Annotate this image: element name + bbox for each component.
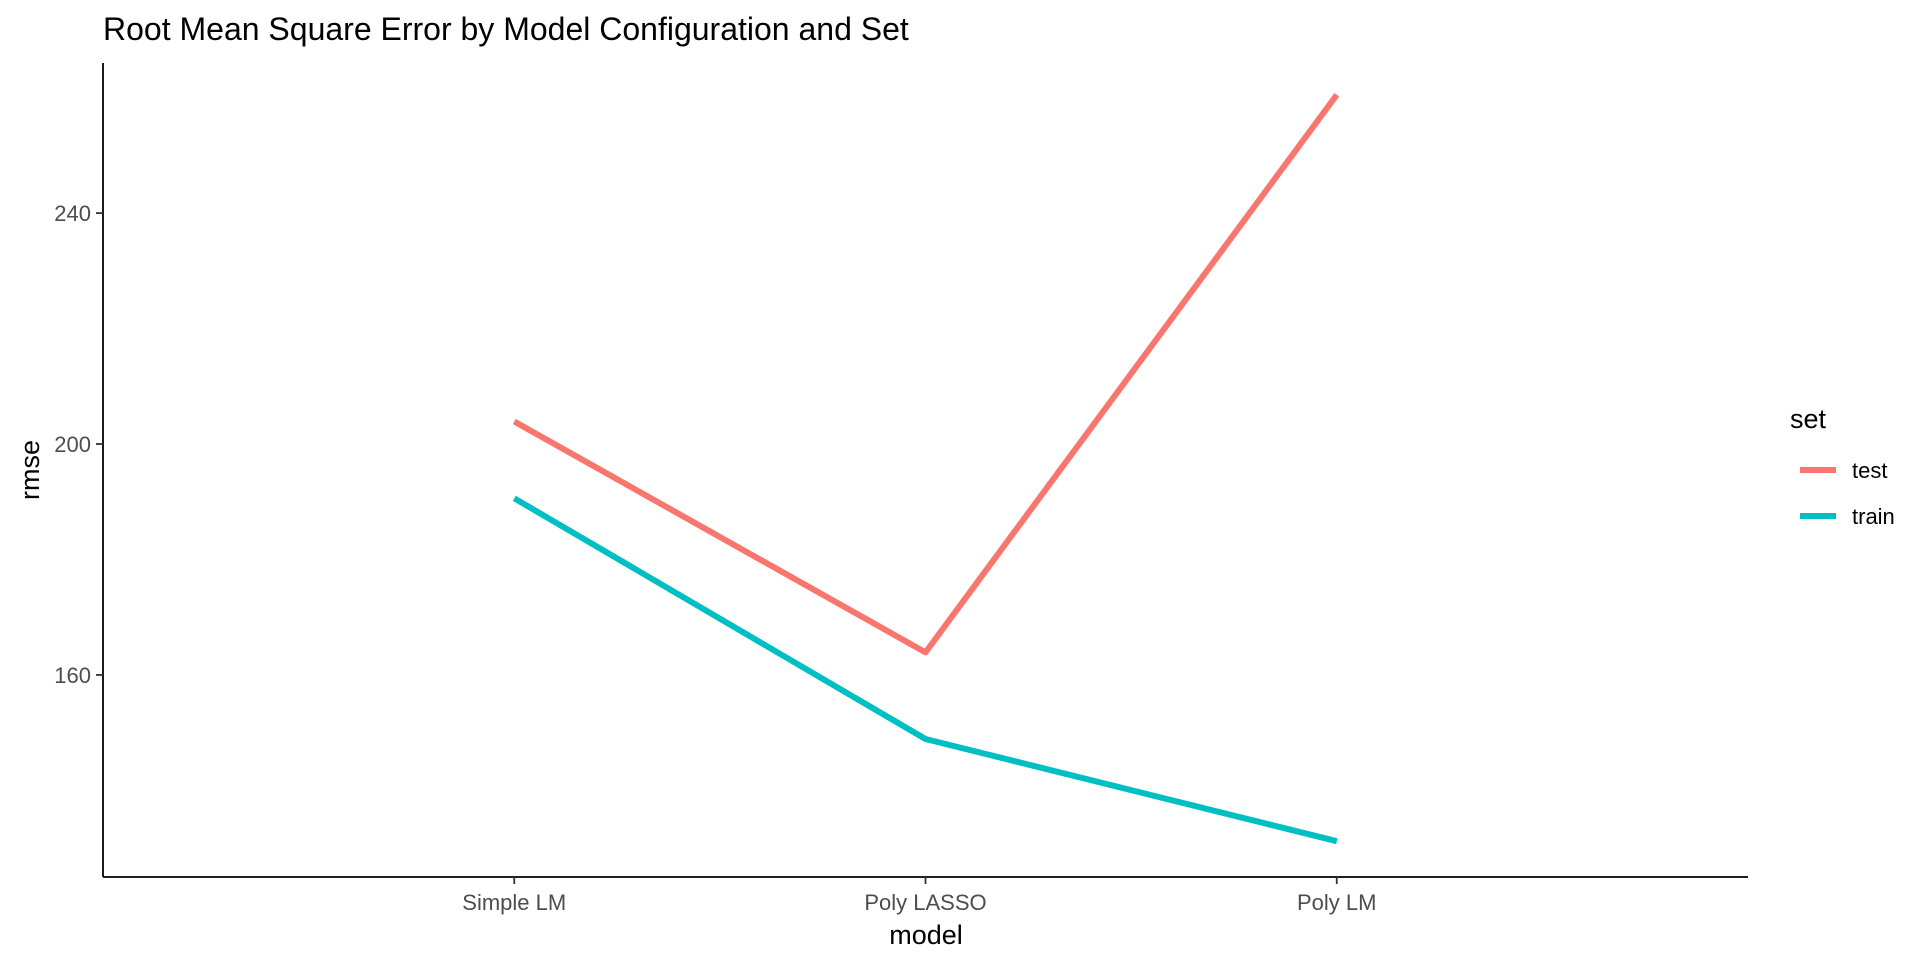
x-tick-label: Simple LM <box>462 890 566 915</box>
axes <box>102 63 1748 878</box>
x-tick-label: Poly LASSO <box>864 890 986 915</box>
legend-label-test: test <box>1852 458 1887 483</box>
legend-title: set <box>1790 404 1827 434</box>
y-axis-ticks: 160 200 240 <box>54 201 103 688</box>
legend-items: test train <box>1800 458 1895 529</box>
y-tick-label: 160 <box>54 663 91 688</box>
x-tick-label: Poly LM <box>1297 890 1376 915</box>
y-tick-label: 240 <box>54 201 91 226</box>
chart-title: Root Mean Square Error by Model Configur… <box>103 11 909 47</box>
series-line-test <box>512 93 1340 656</box>
x-axis-ticks: Simple LM Poly LASSO Poly LM <box>462 877 1376 915</box>
y-tick-label: 200 <box>54 432 91 457</box>
legend: set test train <box>1790 404 1895 529</box>
series-lines <box>512 93 1340 845</box>
series-line-train <box>512 495 1338 845</box>
x-axis-title: model <box>889 920 963 950</box>
legend-label-train: train <box>1852 504 1895 529</box>
y-axis-title: rmse <box>15 440 45 500</box>
